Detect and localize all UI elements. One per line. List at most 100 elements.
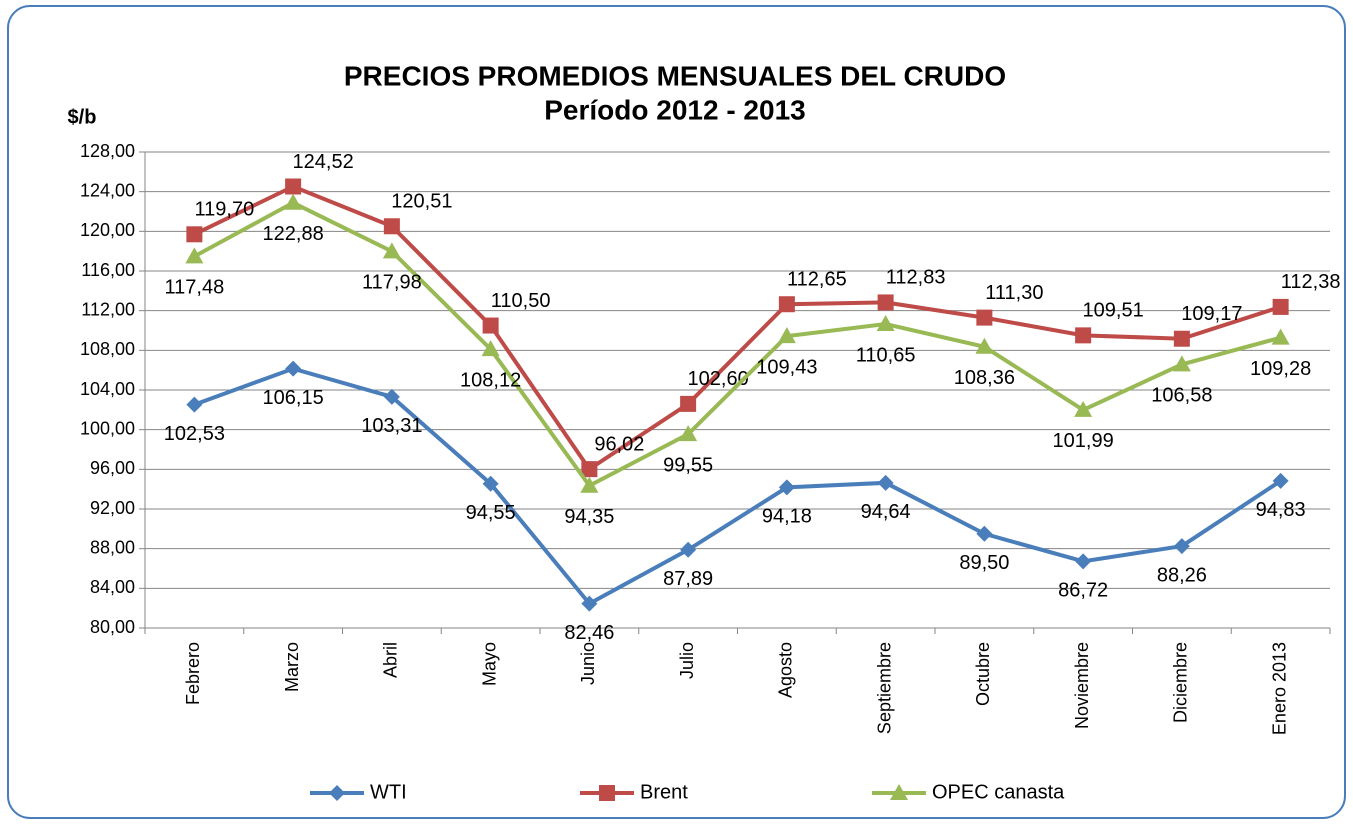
data-label: 99,55 <box>663 454 713 476</box>
marker <box>975 337 994 354</box>
chart-title: PRECIOS PROMEDIOS MENSUALES DEL CRUDO <box>344 60 1006 91</box>
data-label: 111,30 <box>985 282 1043 304</box>
data-label: 112,38 <box>1281 271 1341 293</box>
data-label: 106,15 <box>263 387 324 409</box>
data-label: 94,83 <box>1256 499 1306 521</box>
data-label: 110,65 <box>856 344 916 366</box>
series-line <box>193 184 1282 472</box>
legend-marker <box>329 785 345 801</box>
data-label: 89,50 <box>959 552 1009 574</box>
data-label: 96,02 <box>594 433 644 455</box>
x-tick-label: Mayo <box>479 642 499 686</box>
data-label: 109,51 <box>1083 300 1144 322</box>
data-label: 117,98 <box>362 272 422 294</box>
x-tick-label: Noviembre <box>1072 642 1092 729</box>
data-label: 117,48 <box>165 277 225 299</box>
marker <box>976 309 993 326</box>
marker <box>777 327 796 344</box>
chart-subtitle: Período 2012 - 2013 <box>544 94 805 125</box>
data-label: 120,51 <box>391 191 452 213</box>
marker <box>481 340 500 357</box>
marker <box>185 247 204 264</box>
marker <box>581 595 598 612</box>
y-tick-label: 88,00 <box>90 537 135 557</box>
marker <box>186 396 203 413</box>
y-tick-label: 80,00 <box>90 617 135 637</box>
marker <box>1074 400 1093 417</box>
marker <box>580 476 599 493</box>
data-label: 106,58 <box>1151 385 1212 407</box>
x-tick-label: Febrero <box>183 642 203 705</box>
y-tick-label: 96,00 <box>90 458 135 478</box>
x-tick-label: Agosto <box>776 642 796 698</box>
legend-label: WTI <box>370 781 407 803</box>
marker <box>877 474 894 491</box>
x-tick-label: Septiembre <box>874 642 894 734</box>
marker <box>1173 538 1190 555</box>
data-label: 124,52 <box>293 151 354 173</box>
marker <box>382 242 401 259</box>
marker <box>284 193 303 210</box>
data-label: 94,18 <box>762 506 812 528</box>
data-label: 109,28 <box>1250 358 1311 380</box>
marker <box>1272 298 1289 315</box>
data-label: 112,65 <box>787 269 847 291</box>
marker <box>1272 472 1289 489</box>
marker <box>285 360 302 377</box>
marker <box>1172 355 1191 372</box>
marker <box>482 317 499 334</box>
data-label: 109,17 <box>1181 303 1242 325</box>
y-tick-label: 104,00 <box>80 379 135 399</box>
legend-marker <box>599 785 615 801</box>
data-label: 94,55 <box>466 502 516 524</box>
y-tick-label: 84,00 <box>90 577 135 597</box>
series-line <box>193 200 1282 489</box>
marker <box>976 525 993 542</box>
data-label: 103,31 <box>361 415 422 437</box>
marker <box>383 388 400 405</box>
data-label: 108,12 <box>460 369 521 391</box>
marker <box>1173 330 1190 347</box>
y-tick-label: 92,00 <box>90 498 135 518</box>
x-tick-label: Julio <box>677 642 697 679</box>
y-axis-label: $/b <box>68 106 97 128</box>
series-line <box>193 366 1282 607</box>
marker <box>1075 327 1092 344</box>
data-label: 82,46 <box>564 622 614 644</box>
y-tick-label: 112,00 <box>81 299 135 319</box>
y-tick-label: 108,00 <box>80 339 135 359</box>
legend-marker <box>890 784 908 800</box>
marker <box>383 218 400 235</box>
legend-label: OPEC canasta <box>932 781 1065 803</box>
legend-label: Brent <box>640 781 688 803</box>
y-tick-label: 100,00 <box>80 418 135 438</box>
marker <box>1271 328 1290 345</box>
y-tick-label: 116,00 <box>81 260 135 280</box>
x-tick-label: Octubre <box>973 642 993 706</box>
data-label: 102,53 <box>164 423 225 445</box>
data-label: 109,43 <box>756 356 817 378</box>
marker <box>1075 553 1092 570</box>
data-label: 112,83 <box>886 267 946 289</box>
data-label: 101,99 <box>1053 430 1114 452</box>
data-label: 88,26 <box>1157 564 1207 586</box>
x-tick-label: Marzo <box>282 642 302 692</box>
marker <box>680 395 697 412</box>
data-label: 94,64 <box>861 501 911 523</box>
y-tick-label: 124,00 <box>80 180 135 200</box>
y-tick-label: 128,00 <box>80 141 135 161</box>
marker <box>778 296 795 313</box>
marker <box>482 475 499 492</box>
marker <box>581 461 598 478</box>
data-label: 94,35 <box>564 506 614 528</box>
data-label: 87,89 <box>663 568 713 590</box>
marker <box>679 425 698 442</box>
data-label: 86,72 <box>1058 580 1108 602</box>
data-label: 102,60 <box>688 368 749 390</box>
marker <box>680 541 697 558</box>
x-tick-label: Diciembre <box>1171 642 1191 723</box>
data-label: 110,50 <box>491 290 551 312</box>
x-tick-label: Abril <box>381 642 401 678</box>
marker <box>778 479 795 496</box>
